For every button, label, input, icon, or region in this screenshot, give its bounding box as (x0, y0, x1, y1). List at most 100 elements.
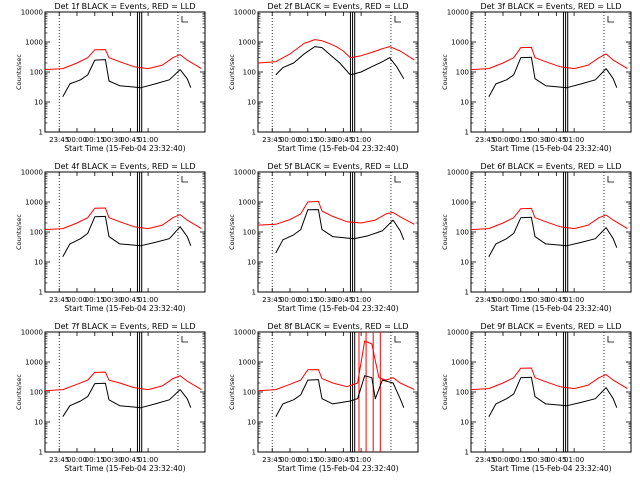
chart-panel: Det 6f BLACK = Events, RED = LLD 1 10 100 10… (441, 162, 632, 313)
x-tick-label: 00:30 (528, 296, 548, 304)
y-tick-label: 100 (456, 389, 469, 397)
x-tick-label: 00:30 (315, 136, 335, 144)
lld-series-line (257, 340, 415, 392)
y-tick-label: 1000 (238, 359, 256, 367)
x-tick-label: 23:45 (262, 136, 282, 144)
plot-frame (44, 331, 206, 453)
x-tick-label: 00:00 (493, 296, 513, 304)
x-tick-label: 23:45 (49, 136, 69, 144)
x-tick-label: 00:15 (511, 296, 531, 304)
chart-panel: Det 8f BLACK = Events, RED = LLD 1 10 100 10… (228, 322, 419, 473)
x-tick-label: 23:45 (262, 456, 282, 464)
y-tick-label: 10 (34, 419, 43, 427)
y-axis-label: Counts/sec (441, 214, 449, 250)
x-axis-label: Start Time (15-Feb-04 23:32:40) (64, 144, 185, 153)
y-tick-label: 1000 (238, 199, 256, 207)
plot-frame (470, 171, 632, 293)
events-series-line (275, 46, 405, 79)
y-axis-label: Counts/sec (15, 54, 23, 90)
corner-bracket (181, 176, 188, 183)
y-axis-label: Counts/sec (15, 214, 23, 250)
y-axis-label: Counts/sec (228, 214, 236, 250)
x-tick-label: 00:15 (511, 456, 531, 464)
plot-frame (470, 11, 632, 133)
x-tick-label: 23:45 (49, 296, 69, 304)
x-tick-label: 00:30 (102, 296, 122, 304)
x-tick-label: 00:45 (546, 136, 566, 144)
x-tick-label: 00:15 (85, 456, 105, 464)
y-tick-label: 10 (34, 259, 43, 267)
y-tick-label: 100 (243, 69, 256, 77)
events-series-line (275, 209, 405, 254)
y-tick-label: 1000 (451, 199, 469, 207)
y-tick-label: 100 (30, 69, 43, 77)
plot-frame (257, 171, 419, 293)
lld-series-line (257, 39, 415, 64)
y-axis-label: Counts/sec (15, 374, 23, 410)
chart-panel: Det 7f BLACK = Events, RED = LLD 1 10 100 10… (15, 322, 206, 473)
y-tick-label: 10000 (447, 9, 469, 17)
lld-series-line (470, 46, 628, 71)
y-tick-label: 1 (39, 449, 43, 457)
x-tick-label: 23:45 (262, 296, 282, 304)
x-tick-label: 01:00 (138, 456, 158, 464)
y-tick-label: 100 (243, 229, 256, 237)
x-tick-label: 00:00 (493, 456, 513, 464)
y-tick-label: 10 (460, 259, 469, 267)
corner-bracket (394, 176, 401, 183)
plot-frame (44, 171, 206, 293)
x-tick-label: 00:15 (298, 296, 318, 304)
y-tick-label: 10 (460, 99, 469, 107)
x-tick-label: 00:00 (493, 136, 513, 144)
x-tick-label: 00:45 (546, 296, 566, 304)
events-series-line (62, 59, 192, 97)
x-tick-label: 00:45 (546, 456, 566, 464)
x-axis-label: Start Time (15-Feb-04 23:32:40) (490, 144, 611, 153)
events-series-line (62, 215, 192, 257)
x-tick-label: 23:45 (475, 456, 495, 464)
y-tick-label: 1 (39, 289, 43, 297)
events-series-line (488, 216, 618, 257)
x-tick-label: 01:00 (564, 296, 584, 304)
lld-series-line (257, 200, 415, 226)
x-tick-label: 00:45 (120, 296, 140, 304)
chart-title: Det 2f BLACK = Events, RED = LLD (267, 2, 408, 11)
y-tick-label: 1 (465, 129, 469, 137)
chart-title: Det 9f BLACK = Events, RED = LLD (480, 322, 621, 331)
chart-panel: Det 9f BLACK = Events, RED = LLD 1 10 100 10… (441, 322, 632, 473)
y-tick-label: 10000 (21, 329, 43, 337)
x-tick-label: 00:30 (315, 296, 335, 304)
y-tick-label: 10000 (234, 9, 256, 17)
x-tick-label: 00:30 (102, 136, 122, 144)
y-tick-label: 100 (243, 389, 256, 397)
x-tick-label: 23:45 (49, 456, 69, 464)
y-tick-label: 1000 (238, 39, 256, 47)
corner-bracket (607, 336, 614, 343)
x-tick-label: 01:00 (351, 296, 371, 304)
corner-bracket (181, 16, 188, 23)
x-axis-label: Start Time (15-Feb-04 23:32:40) (277, 464, 398, 473)
plot-frame (257, 11, 419, 133)
lld-series-line (44, 371, 202, 392)
y-tick-label: 1000 (451, 359, 469, 367)
y-tick-label: 1 (252, 129, 256, 137)
x-tick-label: 00:15 (85, 136, 105, 144)
y-tick-label: 1 (465, 289, 469, 297)
y-tick-label: 10 (460, 419, 469, 427)
y-tick-label: 1000 (25, 359, 43, 367)
events-series-line (62, 382, 192, 417)
chart-panel: Det 5f BLACK = Events, RED = LLD 1 10 100 10… (228, 162, 419, 313)
chart-panel: Det 4f BLACK = Events, RED = LLD 1 10 100 10… (15, 162, 206, 313)
y-tick-label: 10 (247, 99, 256, 107)
y-tick-label: 100 (30, 389, 43, 397)
x-tick-label: 00:30 (102, 456, 122, 464)
lld-series-line (44, 207, 202, 231)
lld-series-line (470, 367, 628, 391)
x-axis-label: Start Time (15-Feb-04 23:32:40) (490, 304, 611, 313)
x-tick-label: 00:45 (333, 296, 353, 304)
x-tick-label: 00:00 (280, 296, 300, 304)
x-tick-label: 00:00 (67, 456, 87, 464)
corner-bracket (607, 16, 614, 23)
chart-title: Det 8f BLACK = Events, RED = LLD (267, 322, 408, 331)
